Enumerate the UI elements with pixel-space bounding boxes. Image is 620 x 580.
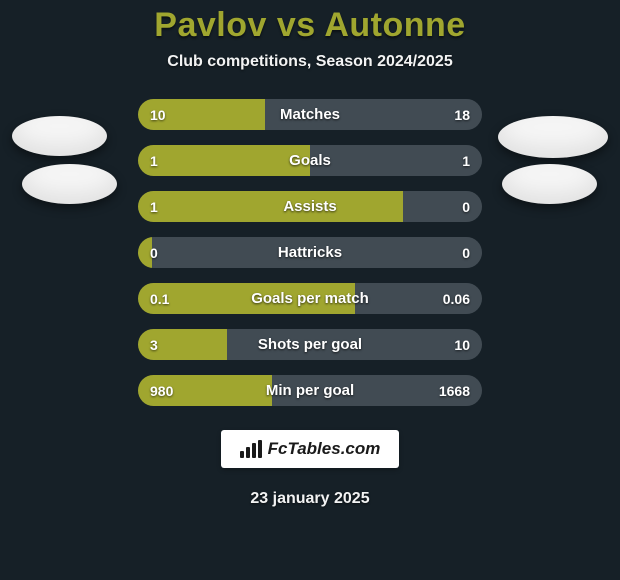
avatar: [12, 116, 107, 156]
date-text: 23 january 2025: [250, 490, 369, 508]
stat-row: 3Shots per goal10: [138, 329, 482, 360]
stat-row: 0.1Goals per match0.06: [138, 283, 482, 314]
stat-label: Goals: [138, 152, 482, 169]
avatar: [498, 116, 608, 158]
watermark-badge: FcTables.com: [221, 430, 399, 468]
stat-row: 1Assists0: [138, 191, 482, 222]
stat-label: Shots per goal: [138, 336, 482, 353]
stat-row: 980Min per goal1668: [138, 375, 482, 406]
stat-label: Matches: [138, 106, 482, 123]
page-title: Pavlov vs Autonne: [154, 6, 465, 45]
page-subtitle: Club competitions, Season 2024/2025: [167, 53, 452, 71]
stat-row: 0Hattricks0: [138, 237, 482, 268]
stat-label: Goals per match: [138, 290, 482, 307]
stat-label: Assists: [138, 198, 482, 215]
stat-row: 1Goals1: [138, 145, 482, 176]
watermark-text: FcTables.com: [268, 439, 381, 459]
stat-rows: 10Matches18 1Goals1 1Assists0 0Hattricks0 0.…: [138, 99, 482, 406]
watermark-chart-icon: [240, 440, 262, 458]
avatar: [22, 164, 117, 204]
stat-label: Hattricks: [138, 244, 482, 261]
stat-label: Min per goal: [138, 382, 482, 399]
avatar: [502, 164, 597, 204]
stat-row: 10Matches18: [138, 99, 482, 130]
comparison-infographic: Pavlov vs Autonne Club competitions, Sea…: [0, 0, 620, 580]
